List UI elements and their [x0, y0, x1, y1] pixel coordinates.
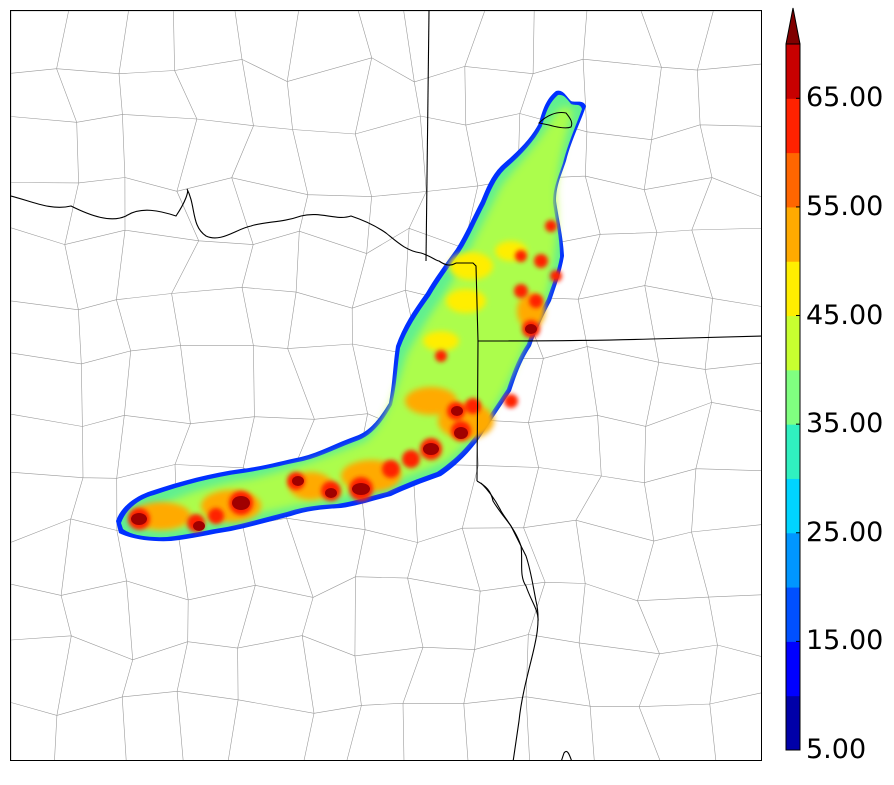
- colorbar-label-45: 45.00: [806, 299, 884, 331]
- state-borders: [11, 11, 761, 760]
- map-panel: [10, 10, 762, 761]
- colorbar-segments: [786, 44, 800, 751]
- county-borders: [11, 11, 761, 760]
- reflectivity-swath: [116, 90, 586, 542]
- colorbar-segment: [786, 261, 800, 317]
- colorbar-segment: [786, 315, 800, 371]
- colorbar-extend-arrow: [786, 8, 800, 44]
- map-canvas: [11, 11, 761, 760]
- colorbar-segment: [786, 695, 800, 751]
- colorbar-segment: [786, 98, 800, 154]
- lake-outline: [537, 112, 573, 129]
- colorbar-segment: [786, 206, 800, 262]
- colorbar-label-25: 25.00: [806, 516, 884, 548]
- colorbar-segment: [786, 369, 800, 425]
- colorbar-segment: [786, 641, 800, 697]
- colorbar-label-15: 15.00: [806, 625, 884, 657]
- colorbar-segment: [786, 44, 800, 99]
- colorbar-label-35: 35.00: [806, 408, 884, 440]
- colorbar-segment: [786, 587, 800, 642]
- colorbar-frame: [785, 43, 801, 751]
- colorbar-segment: [786, 424, 800, 479]
- colorbar-ticks: [796, 97, 800, 751]
- colorbar-label-55: 55.00: [806, 190, 884, 222]
- colorbar-label-65: 65.00: [806, 82, 884, 114]
- colorbar-segment: [786, 152, 800, 208]
- colorbar: [785, 7, 801, 751]
- colorbar-segment: [786, 478, 800, 534]
- colorbar-label-5: 5.00: [806, 734, 867, 765]
- colorbar-segment: [786, 532, 800, 588]
- county-border-lines: [11, 11, 761, 760]
